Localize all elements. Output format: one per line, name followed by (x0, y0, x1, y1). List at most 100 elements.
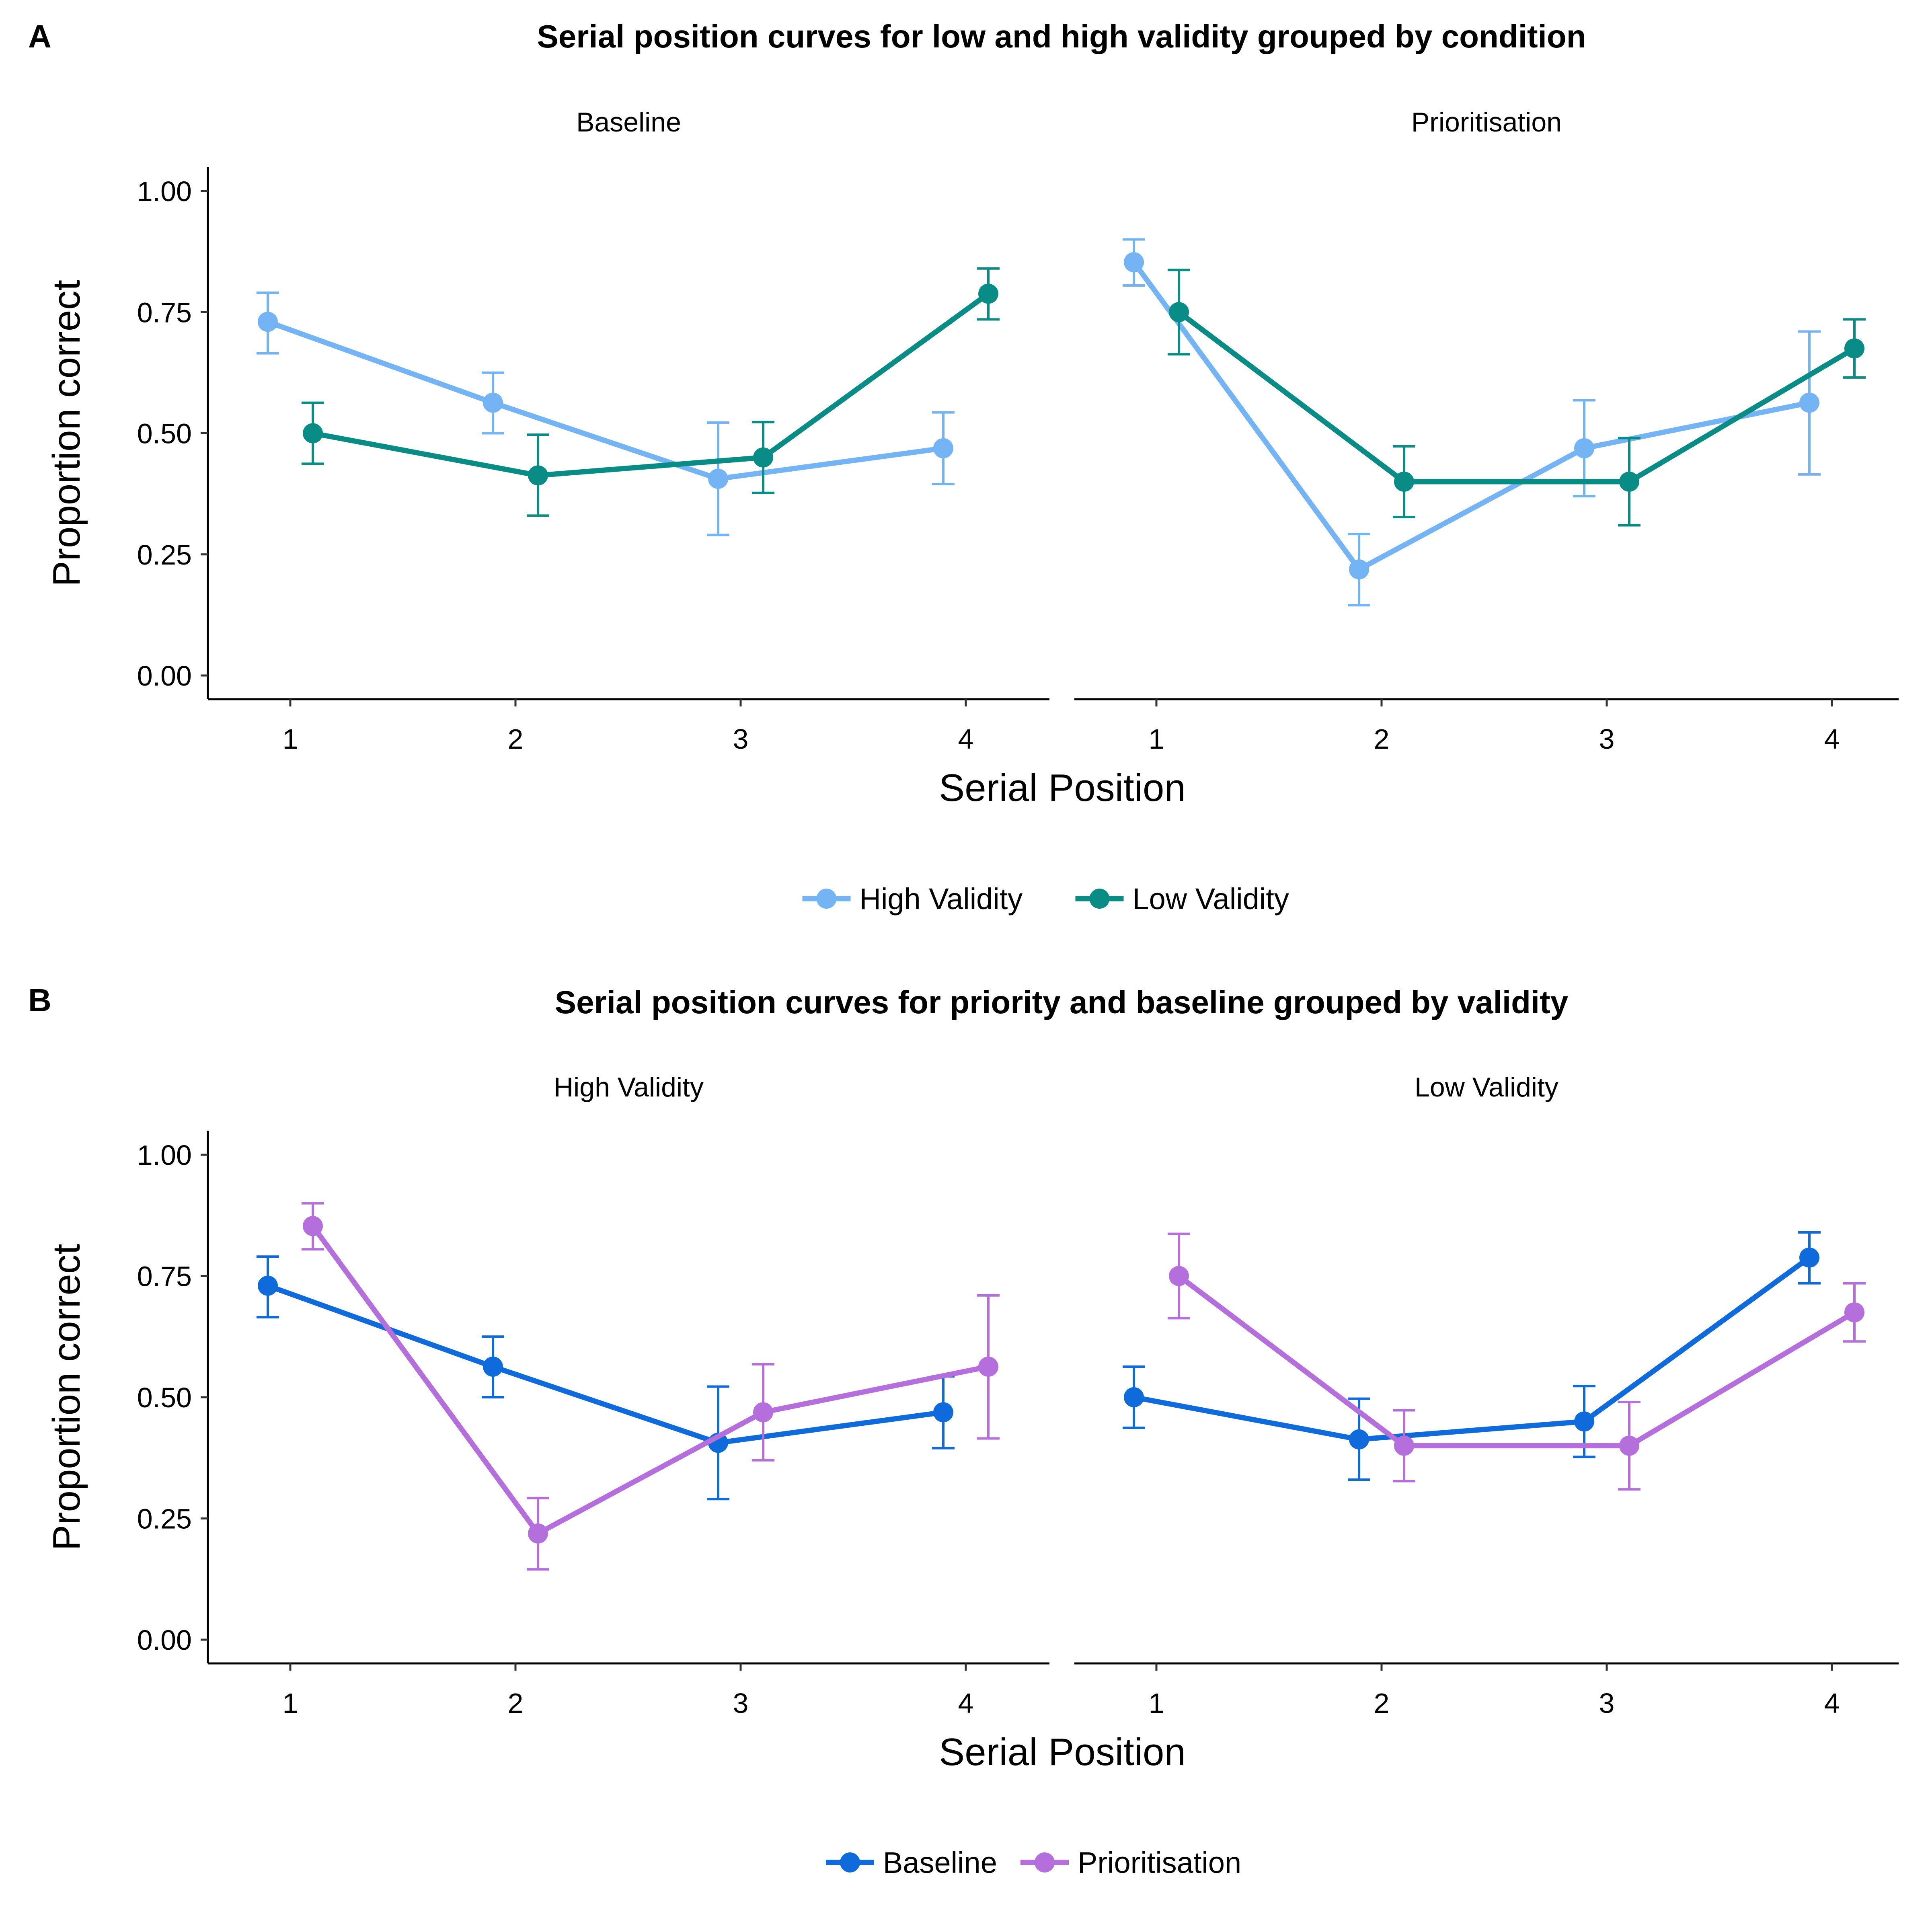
data-point (1124, 1387, 1144, 1407)
y-tick-label: 0.25 (137, 539, 192, 571)
legend-key-point (816, 889, 837, 909)
y-tick-label: 0.00 (137, 1624, 192, 1656)
facet-strip-label: High Validity (554, 1072, 704, 1103)
x-axis-title: Serial Position (939, 766, 1186, 809)
chart-panel-a: A Serial position curves for low and high… (28, 18, 1899, 916)
y-axis-title: Proportion correct (45, 280, 88, 587)
series-line (267, 319, 944, 482)
series-prioritisation (302, 1202, 1000, 1571)
data-point (303, 1216, 323, 1236)
legend-label: Low Validity (1133, 882, 1289, 916)
data-point (528, 465, 548, 486)
legend-item: Prioritisation (1020, 1846, 1241, 1879)
data-point (1799, 1247, 1819, 1268)
x-axis-title: Serial Position (939, 1731, 1186, 1774)
data-point (1349, 559, 1369, 580)
data-point (753, 447, 773, 468)
x-tick-label: 1 (1149, 723, 1164, 755)
data-point (1619, 472, 1639, 492)
x-tick-label: 1 (283, 723, 298, 755)
data-point (1844, 1302, 1864, 1322)
data-point (258, 312, 278, 332)
facet-prioritisation: Prioritisation 1 2 3 4 (1074, 107, 1899, 755)
facet-high-validity: High Validity 0.00 0.25 0.50 0.75 1.00 1 2 3 4 (137, 1072, 1049, 1719)
data-point (528, 1523, 548, 1544)
series-low-validity (1168, 269, 1866, 527)
series-line (312, 292, 990, 478)
data-point (1394, 472, 1414, 492)
y-tick-label: 0.75 (137, 1261, 192, 1292)
facet-strip-label: Baseline (576, 107, 681, 138)
y-tick-label: 1.00 (137, 176, 192, 207)
y-tick-label: 1.00 (137, 1139, 192, 1171)
series-low-validity (302, 267, 1000, 517)
data-point (483, 1357, 503, 1377)
legend-key-point (1035, 1852, 1055, 1872)
data-point (1169, 1266, 1189, 1286)
data-point (708, 468, 728, 489)
y-tick-label: 0.00 (137, 660, 192, 692)
x-tick-label: 4 (958, 1688, 974, 1719)
data-point (1124, 252, 1144, 273)
series-line (1133, 1255, 1811, 1442)
facet-low-validity: Low Validity 1 2 3 4 (1074, 1072, 1899, 1719)
legend-item: High Validity (802, 882, 1023, 916)
data-point (1349, 1429, 1369, 1450)
legend-label: High Validity (860, 882, 1023, 916)
panel-letter: B (28, 982, 51, 1018)
y-axis-title: Proportion correct (45, 1244, 88, 1551)
x-tick-label: 3 (1599, 723, 1615, 755)
chart-title: Serial position curves for priority and … (555, 984, 1569, 1020)
data-point (303, 423, 323, 443)
legend: High Validity Low Validity (802, 882, 1289, 916)
data-point (753, 1402, 773, 1423)
y-tick-label: 0.50 (137, 418, 192, 450)
legend-label: Baseline (883, 1846, 997, 1879)
data-point (933, 1402, 953, 1423)
x-tick-label: 4 (1824, 723, 1840, 755)
legend: Baseline Prioritisation (826, 1846, 1241, 1879)
panel-letter: A (28, 18, 51, 54)
x-tick-label: 2 (1374, 723, 1390, 755)
data-point (1844, 338, 1864, 359)
series-high-validity (1123, 238, 1821, 607)
data-point (1169, 302, 1189, 322)
series-line (1131, 261, 1810, 572)
x-tick-label: 2 (1374, 1688, 1390, 1719)
x-tick-label: 3 (1599, 1688, 1615, 1719)
legend-key-point (840, 1852, 860, 1872)
x-tick-label: 4 (1824, 1688, 1840, 1719)
legend-key-point (1089, 889, 1110, 909)
chart-title: Serial position curves for low and high … (537, 18, 1586, 54)
series-line (1177, 1274, 1856, 1449)
data-point (978, 1357, 998, 1377)
data-point (1574, 1411, 1594, 1432)
data-point (258, 1275, 278, 1296)
legend-item: Baseline (826, 1846, 997, 1879)
facet-baseline: Baseline 0.00 0.25 0.50 0.75 1.00 1 2 3 4 (137, 107, 1049, 755)
x-tick-label: 1 (1149, 1688, 1164, 1719)
facet-strip-label: Prioritisation (1411, 107, 1562, 138)
y-tick-label: 0.75 (137, 297, 192, 328)
x-tick-label: 2 (508, 1688, 524, 1719)
data-point (1574, 438, 1594, 458)
x-tick-label: 1 (283, 1688, 298, 1719)
x-tick-label: 4 (958, 723, 974, 755)
chart-panel-b: B Serial position curves for priority and… (28, 982, 1899, 1879)
series-baseline (1123, 1231, 1821, 1481)
data-point (1619, 1435, 1639, 1456)
data-point (978, 283, 998, 304)
data-point (1799, 392, 1819, 413)
facet-strip-label: Low Validity (1415, 1072, 1558, 1103)
series-line (267, 1283, 944, 1445)
x-tick-label: 3 (733, 723, 749, 755)
legend-label: Prioritisation (1078, 1846, 1241, 1879)
series-prioritisation (1168, 1232, 1866, 1491)
series-line (310, 1224, 989, 1536)
x-tick-label: 3 (733, 1688, 749, 1719)
series-line (1177, 310, 1856, 485)
data-point (483, 392, 503, 413)
x-tick-label: 2 (508, 723, 524, 755)
